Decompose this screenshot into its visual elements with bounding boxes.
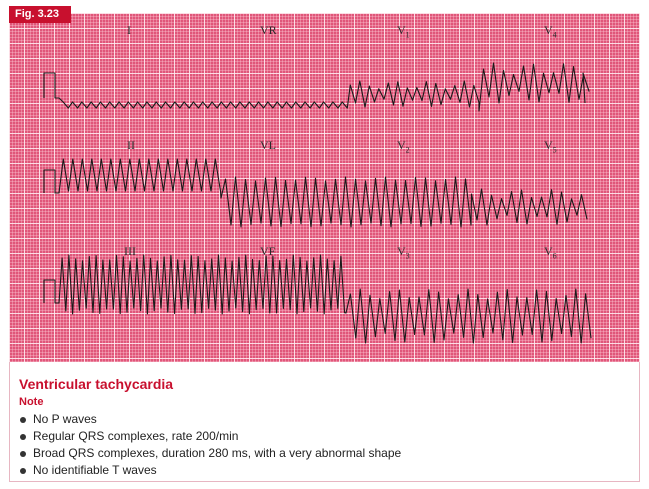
caption-bullet: Broad QRS complexes, duration 280 ms, wi… [19,445,401,462]
lead-label-V3: V3 [397,244,410,261]
lead-label-I: I [127,23,131,37]
caption-bullet: No P waves [19,411,401,428]
caption-bullet: Regular QRS complexes, rate 200/min [19,428,401,445]
ecg-trace-row-2 [43,158,588,228]
caption-box: Ventricular tachycardia Note No P waves … [9,362,640,482]
lead-label-V6: V6 [544,244,557,261]
lead-label-VL: VL [260,138,276,152]
figure-number-badge: Fig. 3.23 [9,6,71,23]
lead-label-II: II [127,138,135,152]
lead-label-V4: V4 [544,23,557,40]
ecg-trace-row-1 [43,62,590,112]
lead-label-III: III [124,244,136,258]
caption-bullet: No identifiable T waves [19,462,401,479]
lead-label-V1: V1 [397,23,410,40]
lead-label-V5: V5 [544,138,557,155]
caption-bullet-list: No P waves Regular QRS complexes, rate 2… [19,411,401,479]
caption-note-heading: Note [19,396,44,408]
lead-label-V2: V2 [397,138,410,155]
lead-label-VF: VF [260,244,276,258]
ecg-grid-panel: I VR V1 V4 II VL V2 V5 III VF V3 V6 [9,13,640,362]
ecg-trace-row-3 [43,254,592,344]
lead-label-VR: VR [260,23,277,37]
ecg-tracings [43,62,592,344]
caption-title: Ventricular tachycardia [19,376,174,392]
